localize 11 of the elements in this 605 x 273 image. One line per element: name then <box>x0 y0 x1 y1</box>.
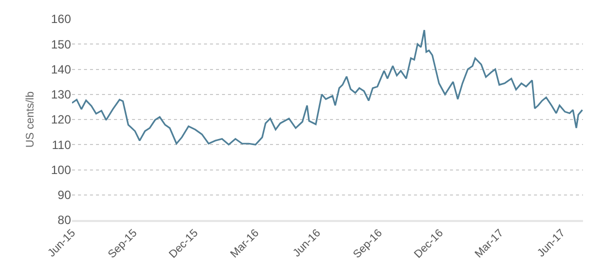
y-tick-label: 110 <box>52 138 72 152</box>
y-axis-title: US cents/lb <box>24 91 37 148</box>
y-tick-label: 130 <box>50 88 72 102</box>
y-tick-label: 160 <box>50 12 72 26</box>
line-series <box>72 29 583 146</box>
y-tick-label: 90 <box>58 188 72 202</box>
y-tick-label: 150 <box>50 37 72 52</box>
y-tick-label: 100 <box>50 162 72 177</box>
y-tick-label: 140 <box>50 62 72 76</box>
y-tick-label: 120 <box>50 112 72 127</box>
y-tick-label: 80 <box>58 213 72 228</box>
